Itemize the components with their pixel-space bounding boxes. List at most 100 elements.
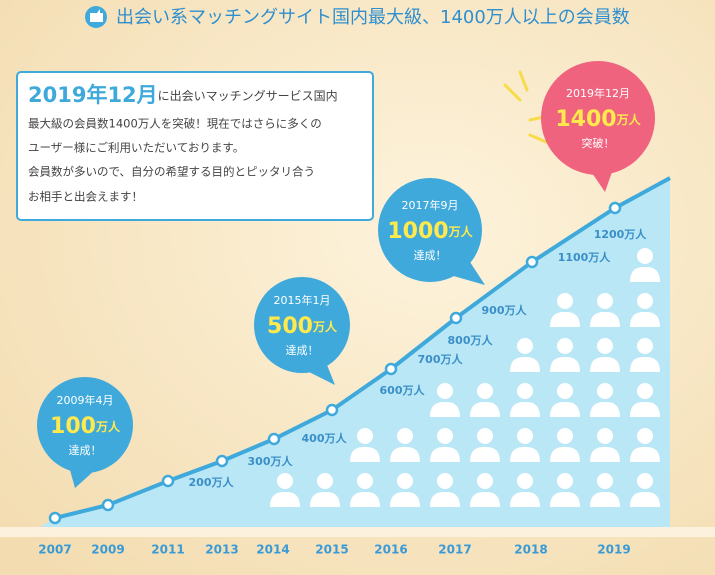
info-line: ユーザー様にご利用いただいております。	[28, 141, 244, 155]
person-head	[437, 428, 453, 444]
callout-unit: 万人	[616, 112, 642, 127]
point	[161, 474, 175, 488]
year-label: 2014	[256, 543, 289, 557]
info-text: 2019年12月に出会いマッチングサービス国内	[28, 83, 338, 107]
person-head	[397, 473, 413, 489]
person-head	[597, 383, 613, 399]
point-label: 400万人	[302, 431, 348, 445]
person-body	[270, 491, 300, 507]
person-body	[590, 356, 620, 372]
header-title: 出会い系マッチングサイト国内最大級、1400万人以上の会員数	[116, 7, 630, 28]
point	[215, 454, 229, 468]
callout	[378, 178, 482, 282]
person-body	[630, 266, 660, 282]
header-icon-hand	[90, 9, 103, 22]
year-label: 2009	[91, 543, 124, 557]
person-body	[510, 401, 540, 417]
point	[449, 311, 463, 325]
person-head	[557, 338, 573, 354]
callout-value: 1400万人	[555, 107, 641, 132]
person-body	[630, 446, 660, 462]
person-body	[550, 446, 580, 462]
callout-unit: 万人	[448, 224, 474, 239]
person-head	[397, 428, 413, 444]
point-label: 800万人	[448, 333, 494, 347]
info-line: お相手と出会えます！	[28, 190, 143, 204]
callout-date: 2019年12月	[566, 86, 630, 100]
person-head	[557, 428, 573, 444]
person-body	[590, 446, 620, 462]
point	[325, 403, 339, 417]
person-body	[590, 491, 620, 507]
person-body	[550, 311, 580, 327]
person-head	[557, 293, 573, 309]
callout	[37, 377, 133, 473]
info-line: に出会いマッチングサービス国内	[158, 89, 338, 103]
point	[608, 201, 622, 215]
ray	[528, 133, 548, 144]
callout-value: 500万人	[267, 314, 338, 339]
area	[40, 178, 670, 527]
person-head	[557, 383, 573, 399]
person-body	[390, 446, 420, 462]
person-body	[430, 401, 460, 417]
point	[384, 362, 398, 376]
person-head	[437, 473, 453, 489]
info-line: 最大級の会員数1400万人を突破！現在ではさらに多くの	[28, 117, 322, 131]
ray	[518, 70, 529, 92]
person-body	[350, 446, 380, 462]
year-label: 2018	[514, 543, 547, 557]
person-head	[637, 428, 653, 444]
person-head	[317, 473, 333, 489]
person-body	[310, 491, 340, 507]
callout-value: 100万人	[50, 414, 121, 439]
callout-note: 達成！	[286, 344, 319, 357]
point	[101, 498, 115, 512]
callout-value: 1000万人	[387, 219, 473, 244]
point-label: 300万人	[248, 454, 294, 468]
person-body	[550, 356, 580, 372]
point-label: 1100万人	[558, 250, 612, 264]
callout-number: 1000	[387, 219, 448, 244]
callout-unit: 万人	[95, 419, 121, 434]
year-label: 2007	[38, 543, 71, 557]
point-label: 200万人	[189, 475, 235, 489]
person-head	[637, 293, 653, 309]
point-label: 900万人	[482, 303, 528, 317]
info-line: 会員数が多いので、自分の希望する目的とピッタリ合う	[28, 165, 315, 179]
person-head	[597, 428, 613, 444]
person-body	[630, 311, 660, 327]
person-body	[430, 491, 460, 507]
person-head	[597, 338, 613, 354]
point	[48, 511, 62, 525]
person-body	[430, 446, 460, 462]
ray	[503, 83, 522, 102]
callout-tail	[590, 170, 612, 192]
person-head	[357, 428, 373, 444]
callout-date: 2015年1月	[274, 293, 331, 307]
year-label: 2011	[151, 543, 184, 557]
info-highlight: 2019年12月	[28, 83, 158, 107]
person-head	[437, 383, 453, 399]
callout-number: 100	[50, 414, 96, 439]
callout-note: 達成！	[69, 444, 102, 457]
person-body	[390, 491, 420, 507]
person-head	[517, 383, 533, 399]
callout-number: 1400	[555, 107, 616, 132]
person-body	[470, 446, 500, 462]
point-label: 700万人	[418, 352, 464, 366]
person-head	[477, 383, 493, 399]
callout-tail	[70, 470, 95, 488]
person-head	[637, 248, 653, 264]
callout-number: 500	[267, 314, 313, 339]
person-head	[597, 473, 613, 489]
info-box	[16, 71, 374, 221]
person-body	[510, 446, 540, 462]
person-head	[517, 473, 533, 489]
point	[525, 255, 539, 269]
person-body	[470, 401, 500, 417]
callout-date: 2009年4月	[57, 393, 114, 407]
person-head	[637, 383, 653, 399]
person-body	[590, 401, 620, 417]
callout	[254, 277, 350, 373]
